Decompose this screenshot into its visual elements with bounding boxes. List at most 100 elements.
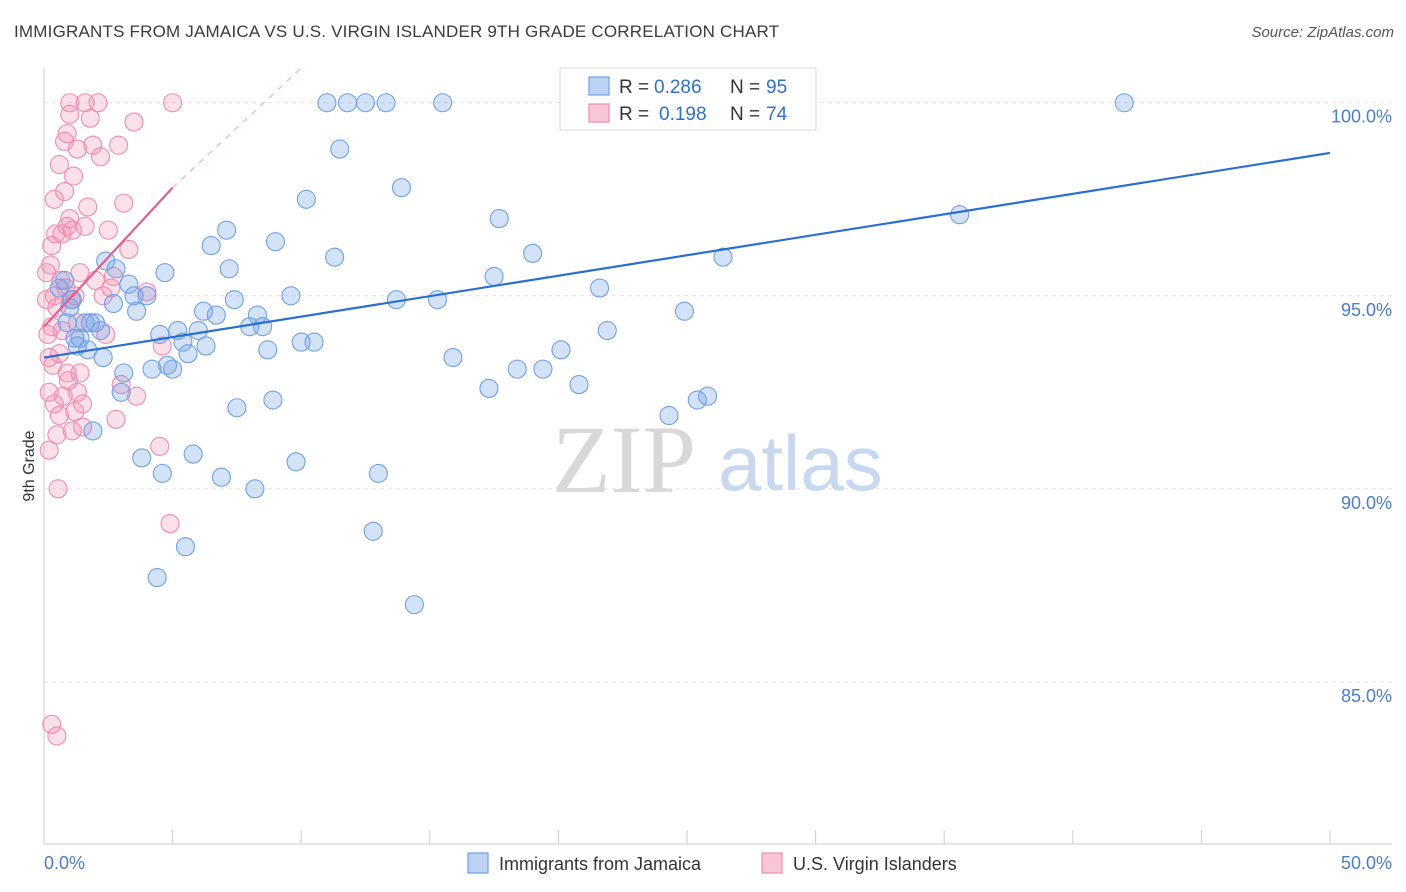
jamaica-point [103, 293, 123, 314]
jamaica-point [433, 93, 453, 113]
jamaica-point [1114, 93, 1134, 113]
jamaica-point [507, 359, 527, 379]
virgin-islander-point [88, 93, 108, 113]
virgin-islander-point [70, 363, 90, 383]
bottom-legend: Immigrants from Jamaica U.S. Virgin Isla… [467, 852, 957, 874]
jamaica-point [479, 378, 499, 398]
virgin-islander-point [109, 135, 129, 155]
jamaica-point [484, 266, 504, 287]
jamaica-point [75, 313, 95, 333]
jamaica-point [227, 398, 247, 418]
jamaica-point [178, 344, 198, 364]
jamaica-point [132, 448, 152, 468]
virgin-islander-point [39, 440, 59, 460]
chart-source: Source: ZipAtlas.com [1251, 24, 1394, 41]
jamaica-point [147, 568, 167, 588]
jamaica-point [569, 375, 589, 395]
y-tick-label: 90.0% [1341, 493, 1392, 513]
jamaica-point [155, 263, 175, 283]
jamaica-point [317, 93, 337, 113]
virgin-islander-point [39, 382, 59, 402]
virgin-islander-point [91, 147, 111, 167]
jamaica-point [265, 232, 286, 252]
jamaica-point [674, 301, 694, 321]
jamaica-point [157, 355, 178, 375]
virgin-islander-point [73, 394, 93, 414]
watermark-atlas: atlas [718, 419, 883, 507]
jamaica-point [713, 247, 733, 267]
virgin-islander-point [55, 181, 75, 202]
jamaica-point [281, 286, 301, 306]
legend-r-pink: 0.198 [659, 104, 707, 125]
jamaica-point [137, 286, 157, 306]
legend-r-label-pink: R = [619, 104, 649, 125]
virgin-islander-point [42, 714, 62, 734]
virgin-islander-point [150, 436, 170, 456]
virgin-islander-point [47, 425, 67, 445]
virgin-islander-point [160, 514, 180, 534]
jamaica-point [173, 332, 193, 352]
virgin-islander-point [40, 255, 60, 275]
virgin-islander-point [48, 479, 68, 499]
virgin-islander-point [60, 209, 80, 229]
virgin-islander-point [67, 382, 87, 402]
jamaica-point [119, 274, 139, 294]
virgin-islander-point [152, 336, 172, 356]
virgin-islander-point [114, 193, 134, 213]
virgin-islander-point [127, 386, 147, 406]
virgin-islander-point [111, 375, 131, 395]
virgin-islander-trend-extension [172, 67, 302, 189]
bottom-legend-swatch-pink [761, 852, 783, 874]
jamaica-point [296, 189, 316, 209]
virgin-islander-point [80, 108, 100, 128]
jamaica-point [91, 320, 111, 341]
legend-n-label-pink: N = [730, 104, 760, 125]
jamaica-point [224, 290, 244, 310]
virgin-islander-point [73, 417, 93, 437]
jamaica-point [127, 301, 147, 321]
jamaica-point [355, 93, 376, 113]
jamaica-point [62, 290, 82, 310]
virgin-islander-point [83, 135, 103, 155]
jamaica-trend-line [43, 151, 1331, 359]
jamaica-point [590, 278, 610, 298]
virgin-islander-trend-line [43, 186, 174, 328]
jamaica-point [55, 270, 75, 290]
jamaica-point [152, 463, 172, 483]
virgin-islander-point [119, 239, 139, 260]
virgin-islander-point [62, 220, 82, 240]
jamaica-point [325, 247, 345, 267]
y-tick-label: 85.0% [1341, 686, 1392, 706]
watermark: ZIP atlas [552, 406, 883, 513]
jamaica-point [245, 479, 265, 499]
jamaica-point [368, 463, 388, 483]
virgin-islander-point [64, 166, 84, 186]
virgin-islander-point [103, 266, 123, 287]
jamaica-point [193, 301, 214, 321]
bottom-legend-label-blue: Immigrants from Jamaica [499, 854, 702, 874]
jamaica-point [533, 359, 553, 379]
virgin-islander-point [70, 263, 90, 283]
jamaica-point [114, 363, 134, 383]
virgin-islander-point [93, 286, 113, 306]
virgin-islander-point [62, 421, 82, 441]
jamaica-point [443, 348, 463, 368]
virgin-islander-point [53, 386, 73, 406]
jamaica-point [211, 467, 232, 487]
jamaica-point [304, 332, 324, 352]
virgin-islander-point [106, 409, 126, 429]
jamaica-point [106, 259, 126, 279]
jamaica-point [175, 537, 196, 557]
virgin-islander-point [67, 139, 87, 159]
virgin-islander-point [124, 112, 144, 132]
virgin-islander-point [49, 154, 69, 175]
jamaica-point [698, 386, 718, 406]
virgin-islander-point [47, 726, 67, 746]
virgin-islander-point [98, 220, 118, 240]
legend-swatch-blue [588, 76, 610, 96]
legend-n-blue: 95 [766, 77, 787, 98]
bottom-legend-swatch-blue [467, 852, 489, 874]
jamaica-point [551, 340, 571, 360]
jamaica-point [219, 259, 239, 279]
jamaica-point [597, 320, 617, 341]
